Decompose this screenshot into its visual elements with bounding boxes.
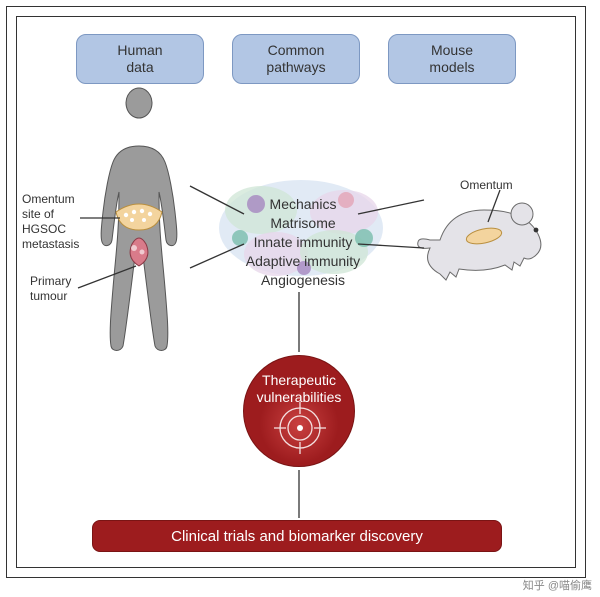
watermark: 知乎 @喵偷鹰	[523, 577, 592, 593]
connectors	[0, 0, 600, 597]
target-center	[297, 425, 303, 431]
bottom-bar-label: Clinical trials and biomarker discovery	[171, 528, 423, 545]
bottom-bar: Clinical trials and biomarker discovery	[92, 520, 502, 552]
therapeutic-circle: Therapeuticvulnerabilities	[243, 355, 355, 467]
therapeutic-label: Therapeuticvulnerabilities	[257, 372, 342, 406]
